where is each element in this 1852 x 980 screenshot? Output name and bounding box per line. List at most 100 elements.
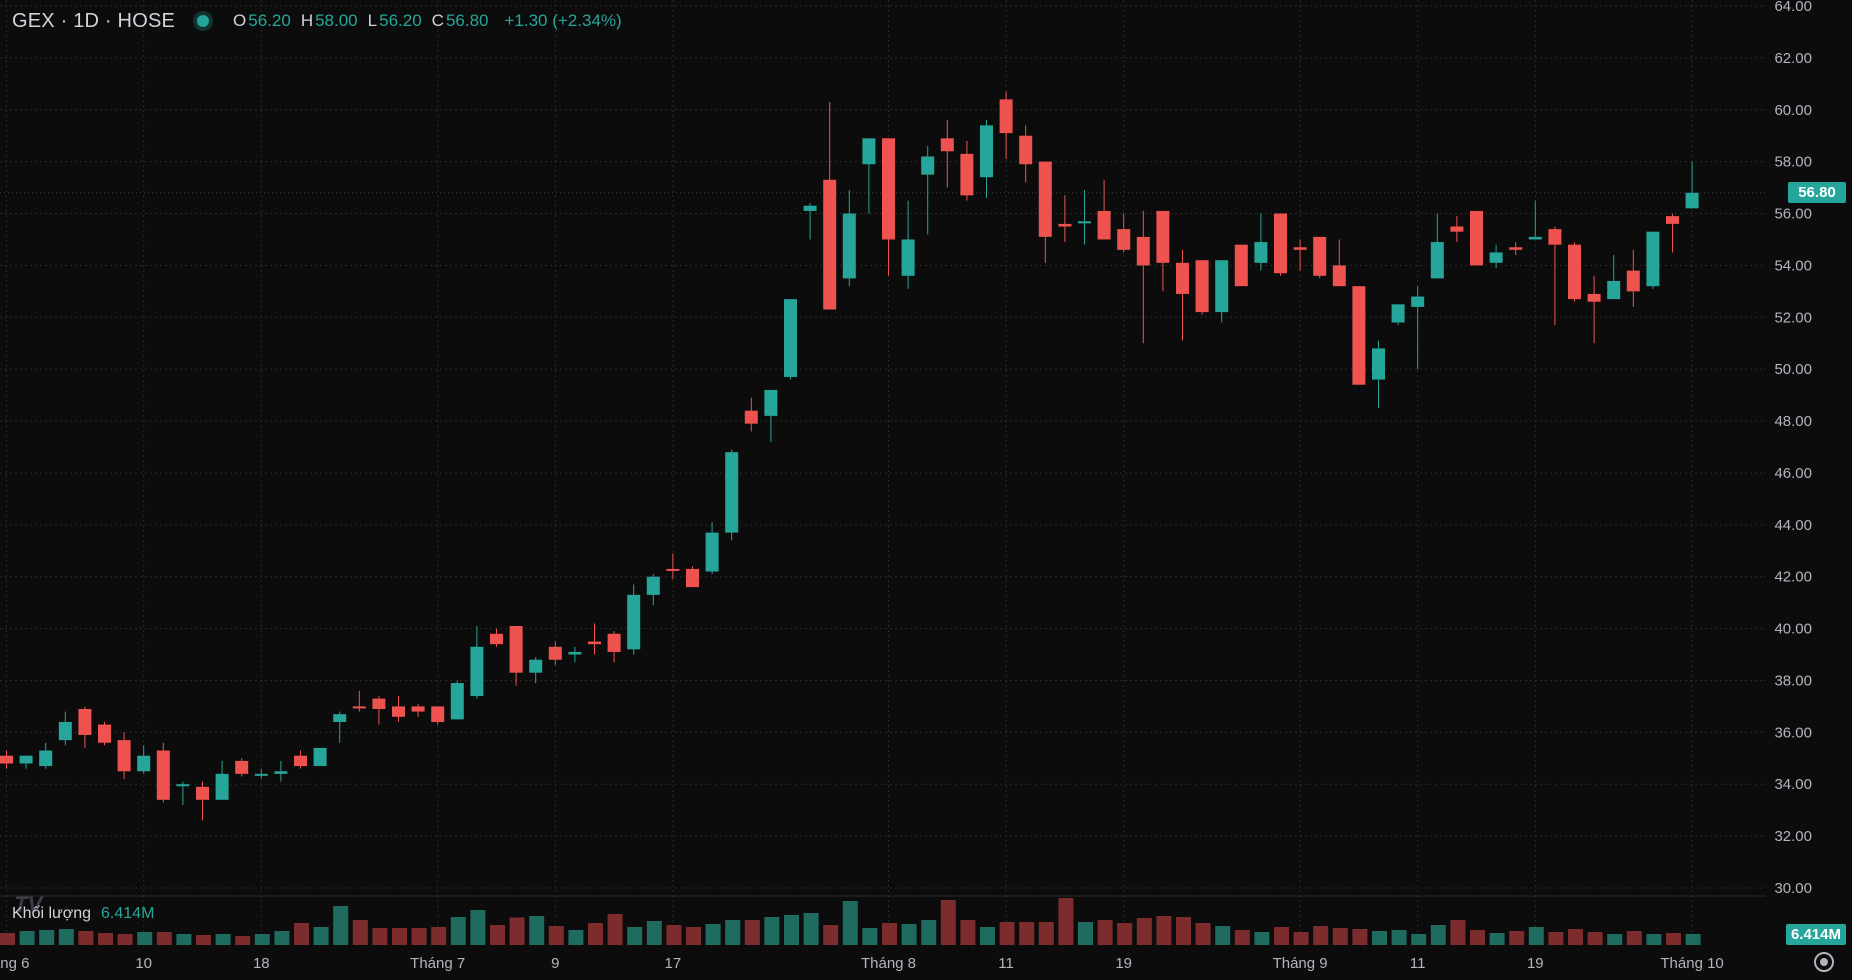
candle	[470, 625, 484, 699]
volume-bar	[548, 926, 564, 945]
volume-bar	[450, 917, 466, 945]
candle-body	[274, 771, 288, 774]
candle-body	[392, 706, 405, 717]
candle	[1626, 249, 1640, 307]
candle-body	[1626, 270, 1640, 292]
candle-body	[725, 452, 739, 533]
volume-bar	[470, 910, 486, 945]
candle-body	[372, 698, 386, 710]
volume-bar	[411, 928, 427, 945]
candle-body	[19, 755, 33, 764]
volume-bar	[705, 924, 721, 945]
volume-bar	[235, 936, 251, 945]
candle	[313, 747, 327, 767]
candle	[333, 711, 347, 743]
candle	[294, 750, 307, 769]
volume-layer	[0, 898, 1701, 945]
candle	[411, 703, 425, 717]
volume-bar	[372, 928, 388, 945]
y-tick-label: 54.00	[1774, 257, 1812, 274]
candle	[117, 732, 131, 780]
candle	[1195, 260, 1209, 315]
candle	[529, 657, 543, 684]
candle	[980, 120, 993, 198]
candle	[78, 706, 92, 748]
y-tick-label: 52.00	[1774, 309, 1812, 326]
candle	[1058, 195, 1072, 243]
volume-bar	[1528, 927, 1544, 945]
candle	[666, 553, 680, 580]
candle	[1391, 304, 1405, 326]
volume-bar	[960, 920, 976, 945]
volume-bar	[764, 917, 780, 945]
candle-body	[842, 213, 856, 279]
volume-bar	[1313, 926, 1329, 945]
gear-icon[interactable]	[1814, 952, 1834, 972]
volume-bar	[1372, 931, 1387, 945]
volume-bar	[725, 920, 741, 945]
volume-bar	[196, 935, 211, 945]
y-tick-label: 48.00	[1774, 413, 1812, 430]
tradingview-logo-icon[interactable]: TV	[14, 892, 43, 917]
candle	[940, 120, 954, 188]
y-tick-label: 56.00	[1774, 206, 1812, 223]
x-tick-label: 9	[551, 955, 559, 972]
candle	[823, 101, 837, 310]
volume-bar	[0, 933, 15, 945]
volume-bar	[1430, 925, 1446, 945]
candle	[1568, 242, 1581, 302]
symbol-title[interactable]: GEX · 1D · HOSE	[12, 9, 176, 32]
volume-bar	[1176, 917, 1191, 945]
candle-body	[1430, 242, 1444, 279]
volume-bar	[333, 906, 349, 945]
price-axis[interactable]: 30.00 32.00 34.00 36.00 38.00 40.00 42.00 44.00…	[1774, 0, 1812, 897]
candle-body	[1489, 252, 1503, 263]
time-axis[interactable]: háng 6 10 18 Tháng 7 9 17 Tháng 8 11 19 Tháng 9 11…	[0, 955, 1724, 972]
candle-body	[1274, 213, 1287, 274]
candle-body	[1548, 229, 1562, 245]
candle-body	[1587, 293, 1601, 302]
candle	[921, 146, 935, 235]
candle	[39, 742, 53, 769]
volume-bar	[1254, 932, 1270, 945]
candle	[509, 625, 523, 686]
volume-label[interactable]: Khối lượng	[12, 905, 92, 922]
volume-bar	[1117, 923, 1133, 945]
y-tick-label: 34.00	[1774, 776, 1812, 793]
volume-bar	[1274, 927, 1289, 945]
candle-body	[705, 532, 719, 572]
candle	[1685, 161, 1699, 209]
volume-bar	[1097, 920, 1113, 945]
volume-bar	[1509, 931, 1525, 945]
candle	[1313, 236, 1327, 279]
x-tick-label: 19	[1115, 955, 1132, 972]
candle	[862, 138, 876, 214]
volume-bar	[156, 932, 172, 945]
volume-bar	[882, 923, 897, 945]
volume-bar	[744, 920, 760, 945]
volume-bar	[490, 925, 505, 945]
candle	[490, 628, 503, 647]
candle-body	[156, 750, 170, 800]
x-tick-label: 17	[665, 955, 682, 972]
candle	[1274, 213, 1287, 276]
candle	[1117, 213, 1131, 253]
candle	[999, 91, 1013, 160]
volume-bar	[666, 925, 682, 945]
volume-bar	[392, 928, 407, 945]
volume-bar	[627, 927, 643, 945]
candle	[1097, 179, 1111, 240]
candle	[1019, 125, 1033, 183]
volume-bar	[509, 917, 525, 945]
volume-bar	[39, 930, 55, 945]
candle	[646, 574, 660, 606]
candle	[156, 742, 170, 803]
volume-bar	[1136, 918, 1152, 945]
volume-bar	[940, 900, 956, 945]
candle-body	[1195, 260, 1209, 313]
volume-bar	[254, 934, 270, 945]
candle-body	[431, 706, 445, 722]
candle	[1332, 239, 1346, 287]
